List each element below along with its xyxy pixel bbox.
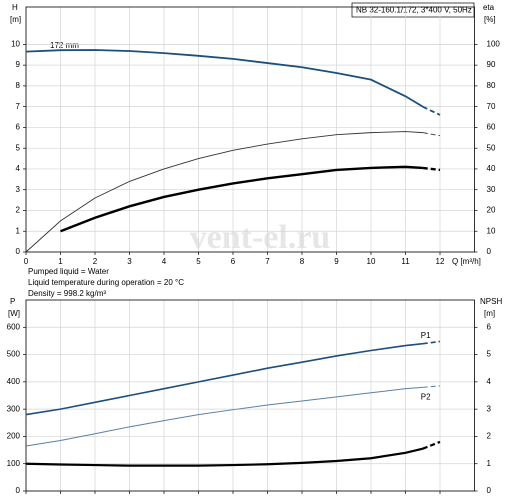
- y2-tick-label: 40: [487, 164, 496, 173]
- note: Pumped liquid = Water: [28, 267, 109, 276]
- y-unit: [W]: [8, 309, 20, 318]
- y2-tick-label: 3: [487, 404, 492, 413]
- x-tick-label: 10: [367, 257, 376, 266]
- y-tick-label: 1: [16, 226, 21, 235]
- y2-tick-label: 100: [487, 39, 501, 48]
- y2-label: NPSH: [480, 297, 502, 306]
- y2-tick-label: 4: [487, 377, 492, 386]
- y-tick-label: 3: [16, 185, 21, 194]
- y-tick-label: 7: [16, 102, 21, 111]
- curve: [422, 440, 441, 450]
- y-tick-label: 100: [7, 459, 21, 468]
- y-tick-label: 0: [16, 247, 21, 256]
- y2-tick-label: 50: [487, 143, 496, 152]
- y2-tick-label: 10: [487, 226, 496, 235]
- curve: [25, 447, 424, 467]
- x-tick-label: 2: [93, 257, 98, 266]
- x-tick-label: 8: [300, 257, 305, 266]
- y2-tick-label: 70: [487, 102, 496, 111]
- curve: [422, 132, 441, 137]
- annotation: 172 mm: [50, 41, 79, 50]
- x-tick-label: 7: [265, 257, 270, 266]
- curve: [25, 386, 423, 447]
- curve: [422, 105, 441, 116]
- y2-tick-label: 60: [487, 123, 496, 132]
- y-tick-label: 2: [16, 206, 21, 215]
- y2-tick-label: 20: [487, 206, 496, 215]
- note: Density = 998.2 kg/m³: [28, 289, 106, 298]
- y2-label: eta: [483, 3, 495, 12]
- y2-tick-label: 0: [487, 486, 492, 495]
- y-tick-label: 500: [7, 350, 21, 359]
- x-tick-label: 12: [436, 257, 445, 266]
- title-box: [351, 2, 475, 18]
- curve: [25, 131, 423, 253]
- y-tick-label: 9: [16, 60, 21, 69]
- curve-label: P1: [421, 331, 431, 340]
- y2-unit: [m]: [484, 309, 495, 318]
- curve: [422, 166, 441, 172]
- curve-label: P2: [421, 392, 431, 401]
- y-tick-label: 4: [16, 164, 21, 173]
- x-tick-label: 11: [401, 257, 410, 266]
- curve: [422, 385, 441, 388]
- x-tick-label: 3: [127, 257, 132, 266]
- curve: [60, 165, 423, 233]
- watermark: vent-el.ru: [190, 219, 331, 256]
- y-tick-label: 8: [16, 81, 21, 90]
- y2-unit: [%]: [484, 15, 496, 24]
- y2-tick-label: 30: [487, 185, 496, 194]
- y-label: P: [10, 297, 15, 306]
- y-label: H: [12, 3, 18, 12]
- y-tick-label: 300: [7, 404, 21, 413]
- y2-tick-label: 0: [487, 247, 492, 256]
- y-tick-label: 400: [7, 377, 21, 386]
- y-tick-label: 10: [11, 39, 20, 48]
- y2-tick-label: 90: [487, 60, 496, 69]
- x-tick-label: 6: [231, 257, 236, 266]
- note: Liquid temperature during operation = 20…: [28, 278, 184, 287]
- y2-tick-label: 6: [487, 322, 492, 331]
- x-label: Q [m³/h]: [452, 257, 481, 266]
- curve: [422, 340, 441, 345]
- y-tick-label: 0: [16, 486, 21, 495]
- y2-tick-label: 5: [487, 350, 492, 359]
- curve: [25, 342, 423, 416]
- y-tick-label: 600: [7, 322, 21, 331]
- x-tick-label: 9: [334, 257, 339, 266]
- curve: [25, 49, 424, 108]
- y2-tick-label: 80: [487, 81, 496, 90]
- x-tick-label: 0: [24, 257, 29, 266]
- chart-title: NB 32-160.1/172, 3*400 V, 50Hz: [356, 6, 472, 15]
- y-tick-label: 5: [16, 143, 21, 152]
- x-tick-label: 5: [196, 257, 201, 266]
- x-tick-label: 1: [58, 257, 63, 266]
- plot-frame: [25, 6, 475, 253]
- y2-tick-label: 1: [487, 459, 492, 468]
- y-tick-label: 200: [7, 432, 21, 441]
- x-tick-label: 4: [162, 257, 167, 266]
- y-tick-label: 6: [16, 123, 21, 132]
- y2-tick-label: 2: [487, 432, 492, 441]
- plot-frame: [25, 299, 475, 492]
- y-unit: [m]: [10, 15, 21, 24]
